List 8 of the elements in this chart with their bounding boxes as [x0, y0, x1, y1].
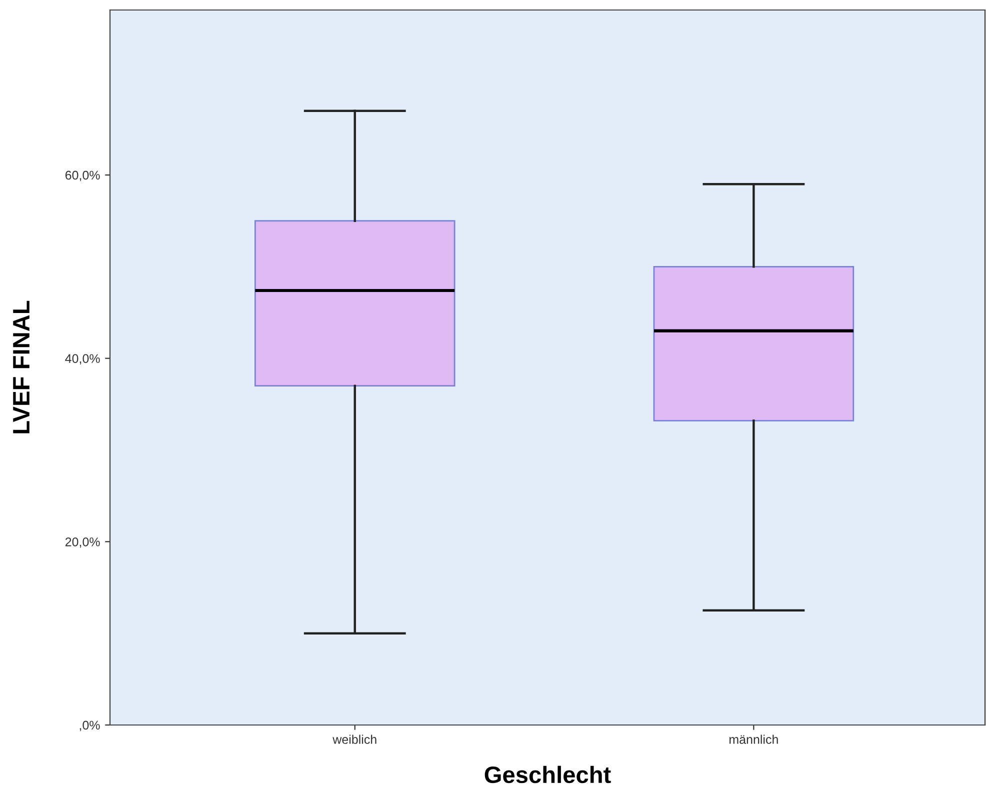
y-tick-label: 60,0%: [65, 170, 100, 182]
x-tick-label: weiblich: [332, 734, 376, 744]
y-tick-label: ,0%: [80, 720, 100, 732]
y-tick-label: 40,0%: [65, 354, 100, 364]
y-tick-label: 20,0%: [65, 537, 100, 548]
x-axis-title: Geschlecht: [484, 766, 611, 784]
y-axis-title: LVEF FINAL: [13, 300, 30, 434]
x-tick-label: männlich: [730, 734, 778, 744]
